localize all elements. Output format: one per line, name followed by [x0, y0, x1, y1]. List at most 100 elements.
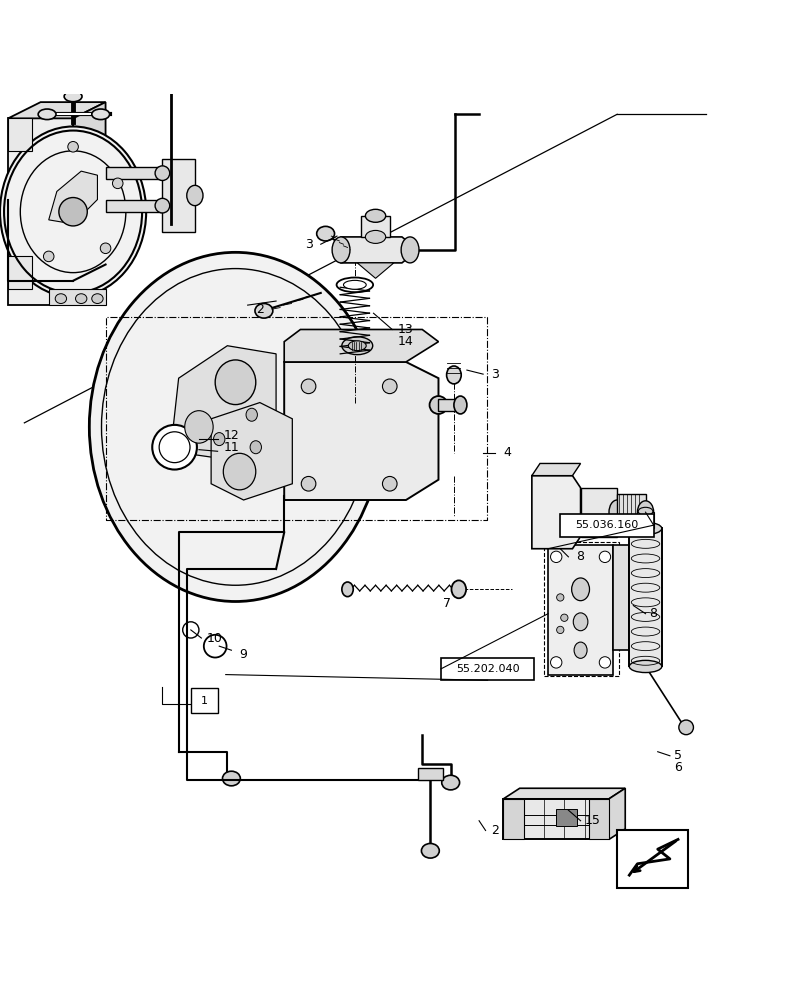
- Ellipse shape: [637, 507, 652, 515]
- Ellipse shape: [301, 379, 315, 394]
- Ellipse shape: [629, 660, 661, 673]
- Ellipse shape: [421, 843, 439, 858]
- Ellipse shape: [204, 635, 226, 658]
- Bar: [503, 799, 523, 839]
- Ellipse shape: [608, 500, 624, 524]
- Ellipse shape: [222, 771, 240, 786]
- Polygon shape: [8, 102, 105, 118]
- Ellipse shape: [573, 613, 587, 631]
- Ellipse shape: [343, 280, 366, 289]
- Bar: [556, 809, 576, 826]
- Text: 13: 13: [397, 323, 413, 336]
- Ellipse shape: [365, 209, 385, 222]
- Polygon shape: [170, 346, 276, 459]
- Ellipse shape: [223, 453, 255, 490]
- Polygon shape: [105, 167, 162, 179]
- Ellipse shape: [629, 522, 661, 535]
- Ellipse shape: [182, 622, 199, 638]
- Ellipse shape: [341, 582, 353, 597]
- Text: 3: 3: [304, 238, 312, 251]
- Polygon shape: [284, 325, 333, 500]
- Ellipse shape: [573, 642, 586, 658]
- Bar: [560, 514, 653, 537]
- Text: 7: 7: [442, 597, 450, 610]
- Text: 55.036.160: 55.036.160: [575, 520, 637, 530]
- Text: 1: 1: [201, 696, 208, 706]
- Ellipse shape: [20, 151, 126, 273]
- Ellipse shape: [341, 337, 372, 355]
- Polygon shape: [503, 788, 624, 799]
- Polygon shape: [138, 325, 333, 354]
- Ellipse shape: [101, 243, 110, 254]
- Polygon shape: [361, 216, 389, 237]
- Ellipse shape: [155, 166, 169, 180]
- Ellipse shape: [348, 341, 366, 351]
- Ellipse shape: [92, 109, 109, 120]
- Ellipse shape: [43, 251, 54, 262]
- Ellipse shape: [215, 360, 255, 405]
- Ellipse shape: [316, 226, 334, 241]
- Ellipse shape: [429, 396, 447, 414]
- Ellipse shape: [187, 185, 203, 206]
- Polygon shape: [284, 362, 438, 500]
- Polygon shape: [531, 463, 580, 476]
- Polygon shape: [438, 398, 458, 411]
- Polygon shape: [580, 488, 616, 537]
- Polygon shape: [138, 354, 284, 500]
- Ellipse shape: [152, 425, 196, 470]
- Ellipse shape: [0, 126, 146, 297]
- Bar: [543, 542, 618, 676]
- Text: 2: 2: [255, 303, 264, 316]
- Ellipse shape: [58, 198, 87, 226]
- Polygon shape: [73, 102, 105, 305]
- Text: 14: 14: [397, 335, 413, 348]
- Ellipse shape: [599, 551, 610, 563]
- Ellipse shape: [678, 720, 693, 735]
- Ellipse shape: [255, 303, 272, 318]
- Bar: [588, 799, 608, 839]
- Text: 11: 11: [223, 441, 238, 454]
- Ellipse shape: [382, 379, 397, 394]
- Ellipse shape: [159, 432, 190, 463]
- Polygon shape: [616, 494, 645, 531]
- Text: 10: 10: [207, 632, 223, 645]
- Polygon shape: [637, 512, 653, 528]
- Bar: [616, 830, 687, 888]
- Text: 2: 2: [491, 824, 499, 837]
- Text: 9: 9: [239, 648, 247, 661]
- Polygon shape: [49, 289, 105, 305]
- Ellipse shape: [155, 198, 169, 213]
- Ellipse shape: [184, 411, 212, 443]
- Ellipse shape: [550, 657, 561, 668]
- Ellipse shape: [301, 476, 315, 491]
- Polygon shape: [341, 237, 410, 263]
- Ellipse shape: [451, 580, 466, 598]
- Ellipse shape: [75, 294, 87, 303]
- Ellipse shape: [365, 230, 385, 243]
- Text: 55.202.040: 55.202.040: [455, 664, 519, 674]
- Polygon shape: [357, 263, 393, 278]
- Ellipse shape: [441, 775, 459, 790]
- Ellipse shape: [560, 614, 567, 621]
- Ellipse shape: [250, 441, 261, 454]
- Ellipse shape: [64, 91, 82, 102]
- Text: 3: 3: [491, 368, 499, 381]
- Polygon shape: [49, 171, 97, 224]
- Bar: [440, 658, 534, 680]
- Polygon shape: [418, 768, 442, 780]
- Ellipse shape: [453, 396, 466, 414]
- Bar: [191, 688, 218, 713]
- Ellipse shape: [246, 408, 257, 421]
- Ellipse shape: [92, 294, 103, 303]
- Ellipse shape: [213, 433, 225, 446]
- Polygon shape: [105, 200, 162, 212]
- Text: 8: 8: [576, 550, 584, 563]
- Polygon shape: [8, 256, 32, 289]
- Polygon shape: [284, 329, 438, 362]
- Ellipse shape: [336, 278, 372, 292]
- Ellipse shape: [571, 578, 589, 601]
- Ellipse shape: [67, 142, 78, 152]
- Ellipse shape: [556, 626, 563, 634]
- Text: 5: 5: [673, 749, 681, 762]
- Ellipse shape: [599, 657, 610, 668]
